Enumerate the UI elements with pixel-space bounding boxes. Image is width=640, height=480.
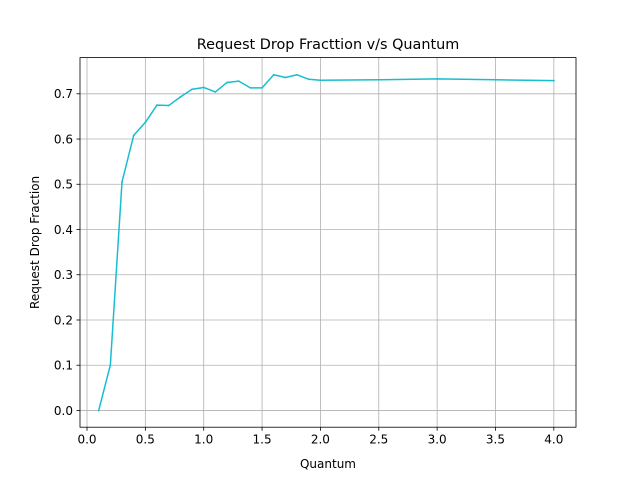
data-point [494, 78, 497, 81]
grid [80, 57, 576, 428]
x-axis-label: Quantum [300, 457, 356, 471]
y-tick-label: 0.6 [54, 132, 73, 146]
plot-frame [79, 57, 577, 428]
data-point [132, 134, 135, 137]
x-tick-label: 4.0 [544, 433, 563, 447]
series-layer [97, 73, 555, 412]
data-point [214, 91, 217, 93]
data-point [261, 87, 263, 89]
series-line [97, 74, 555, 412]
data-point [237, 80, 240, 83]
y-tick-label: 0.7 [54, 87, 73, 101]
y-tick-label: 0.0 [54, 404, 73, 418]
data-point [249, 87, 252, 89]
x-tick-label: 0.0 [77, 433, 96, 447]
y-tick-label: 0.5 [54, 178, 73, 192]
x-tick-label: 0.5 [136, 433, 155, 447]
y-tick-label: 0.4 [54, 223, 73, 237]
ticks: 0.0 0.5 1.0 1.5 2.0 2.5 3.0 3.5 4.0 0.0 0.1 0.2 0.3 0… [54, 87, 563, 447]
data-point [144, 121, 147, 124]
data-point [296, 73, 298, 76]
data-point [307, 78, 310, 81]
x-tick-label: 2.5 [369, 433, 388, 447]
data-point [552, 79, 555, 82]
data-point [109, 364, 112, 367]
data-point [202, 86, 205, 89]
chart-title: Request Drop Fracttion v/s Quantum [197, 37, 460, 53]
data-point [97, 409, 100, 412]
data-point [156, 104, 158, 107]
y-axis-label: Request Drop Fraction [28, 176, 42, 309]
x-tick-label: 1.5 [253, 433, 272, 447]
data-point [319, 79, 322, 82]
x-tick-label: 1.0 [194, 433, 213, 447]
data-point [179, 96, 182, 98]
y-tick-label: 0.3 [54, 268, 73, 282]
data-point [377, 78, 380, 81]
data-point [272, 73, 275, 76]
y-tick-label: 0.2 [54, 313, 73, 327]
y-tick-label: 0.1 [54, 359, 73, 373]
x-tick-label: 2.0 [311, 433, 330, 447]
data-point [436, 77, 439, 80]
data-point [191, 88, 193, 91]
x-tick-label: 3.0 [428, 433, 447, 447]
data-point [284, 76, 287, 79]
x-tick-label: 3.5 [486, 433, 505, 447]
data-point [121, 181, 123, 183]
data-point [226, 81, 228, 84]
data-point [167, 104, 170, 107]
